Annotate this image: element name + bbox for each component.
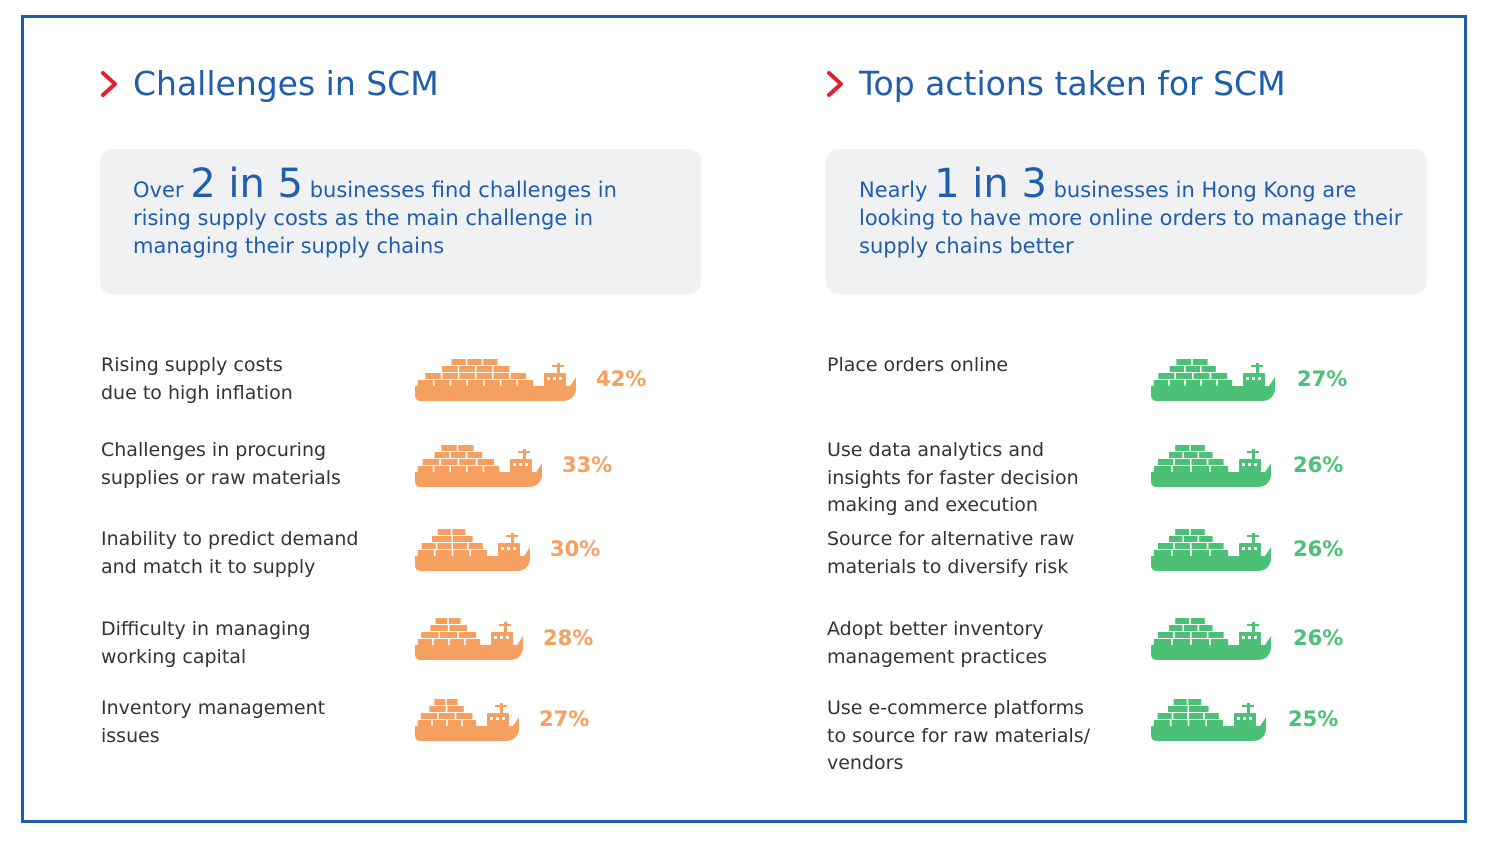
- bar-ship: [415, 699, 519, 741]
- category-label: Rising supply costs due to high inflation: [101, 352, 391, 407]
- bar-ship: [1151, 618, 1271, 660]
- bar-ship: [1151, 529, 1271, 571]
- category-label: Use data analytics and insights for faste…: [827, 437, 1127, 520]
- right-heading: Top actions taken for SCM: [823, 64, 1286, 103]
- category-label-line: Inability to predict demand: [101, 528, 359, 550]
- category-label-line: insights for faster decision: [827, 466, 1079, 489]
- bar-ship: [1151, 699, 1266, 741]
- category-label: Challenges in procuring supplies or raw m…: [101, 437, 391, 492]
- left-callout-pre: Over: [133, 178, 184, 202]
- value-label: 26%: [1293, 537, 1344, 561]
- category-label-line: vendors: [827, 752, 904, 774]
- category-label-line: Challenges in procuring: [101, 439, 327, 461]
- left-callout-text: businesses find challenges in rising sup…: [133, 178, 617, 258]
- category-label-line: working capital: [101, 645, 247, 668]
- value-label: 28%: [543, 626, 594, 650]
- category-label-line: and match it to supply: [101, 555, 316, 578]
- category-label: Difficulty in managing working capital: [101, 616, 391, 671]
- bar-ship: [415, 618, 523, 660]
- right-callout: Nearly 1 in 3 businesses in Hong Kong ar…: [826, 149, 1427, 294]
- right-callout-text: businesses in Hong Kong are looking to h…: [859, 178, 1403, 258]
- category-label-line: Inventory management: [101, 697, 326, 719]
- infographic-frame: [21, 15, 1467, 823]
- chevron-right-icon: [101, 70, 117, 97]
- value-label: 42%: [596, 367, 647, 391]
- value-label: 27%: [539, 707, 590, 731]
- bar-ship: [415, 359, 576, 401]
- value-label: 25%: [1288, 707, 1339, 731]
- category-label-line: to source for raw materials/: [827, 724, 1091, 747]
- category-label-line: Adopt better inventory: [827, 618, 1044, 640]
- category-label-line: Rising supply costs: [101, 354, 283, 376]
- value-label: 30%: [550, 537, 601, 561]
- category-label: Place orders online: [827, 352, 1127, 380]
- right-callout-pre: Nearly: [859, 178, 928, 202]
- category-label-line: management practices: [827, 645, 1048, 668]
- category-label-line: due to high inflation: [101, 381, 293, 404]
- category-label-line: Use data analytics and: [827, 439, 1045, 461]
- category-label-line: supplies or raw materials: [101, 466, 341, 489]
- category-label: Source for alternative raw materials to d…: [827, 526, 1127, 581]
- category-label: Adopt better inventory management practic…: [827, 616, 1127, 671]
- category-label-line: materials to diversify risk: [827, 555, 1069, 578]
- bar-ship: [1151, 359, 1275, 401]
- right-title: Top actions taken for SCM: [859, 64, 1286, 103]
- category-label: Inventory management issues: [101, 695, 391, 750]
- left-callout: Over 2 in 5 businesses find challenges i…: [100, 149, 701, 294]
- bar-ship: [415, 445, 542, 487]
- category-label-line: Source for alternative raw: [827, 528, 1075, 550]
- category-label-line: issues: [101, 724, 160, 747]
- category-label-line: Use e-commerce platforms: [827, 697, 1085, 719]
- category-label-line: Difficulty in managing: [101, 618, 311, 640]
- value-label: 26%: [1293, 453, 1344, 477]
- category-label-line: Place orders online: [827, 354, 1009, 376]
- chevron-right-icon: [827, 70, 843, 97]
- category-label: Use e-commerce platforms to source for ra…: [827, 695, 1127, 778]
- bar-ship: [1151, 445, 1271, 487]
- category-label: Inability to predict demand and match it …: [101, 526, 391, 581]
- value-label: 26%: [1293, 626, 1344, 650]
- left-title: Challenges in SCM: [133, 64, 439, 103]
- left-callout-stat: 2 in 5: [190, 161, 303, 207]
- value-label: 33%: [562, 453, 613, 477]
- category-label-line: making and execution: [827, 494, 1038, 516]
- right-callout-stat: 1 in 3: [934, 161, 1047, 207]
- left-heading: Challenges in SCM: [97, 64, 439, 103]
- value-label: 27%: [1297, 367, 1348, 391]
- bar-ship: [415, 529, 530, 571]
